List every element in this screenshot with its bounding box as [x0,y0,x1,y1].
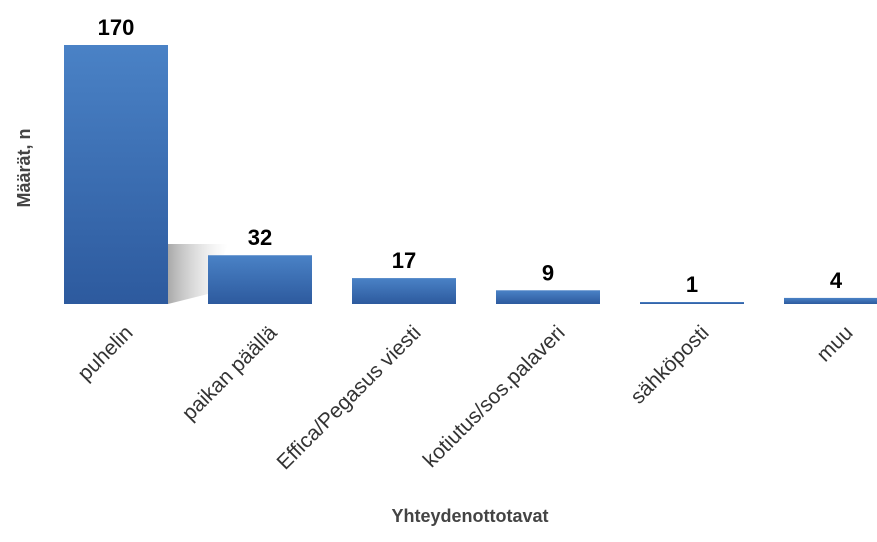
value-labels-group: 170 32 17 9 1 4 [98,15,843,297]
value-label-1: 32 [248,225,272,250]
bar-5 [784,297,877,304]
x-tick-label-5: muu [812,321,857,366]
value-label-2: 17 [392,248,416,273]
x-tick-label-1: paikan päällä [178,321,282,425]
value-label-4: 1 [686,272,698,297]
value-label-5: 4 [830,268,843,293]
x-tick-label-0: puhelin [73,321,137,385]
bars-group [64,45,877,304]
bar-4 [640,302,744,304]
bar-3 [496,290,600,304]
bar-1 [208,255,312,304]
x-tick-label-3: kotiutus/sos.palaveri [419,321,570,472]
x-tick-label-2: Effica/Pegasus viesti [273,321,426,474]
x-tick-label-4: sähköposti [626,321,713,408]
x-axis-title: Yhteydenottotavat [391,506,548,526]
value-label-3: 9 [542,260,554,285]
y-axis-title: Määrät, n [14,128,34,207]
bar-0 [64,45,168,304]
bar-2 [352,278,456,304]
value-label-0: 170 [98,15,135,40]
